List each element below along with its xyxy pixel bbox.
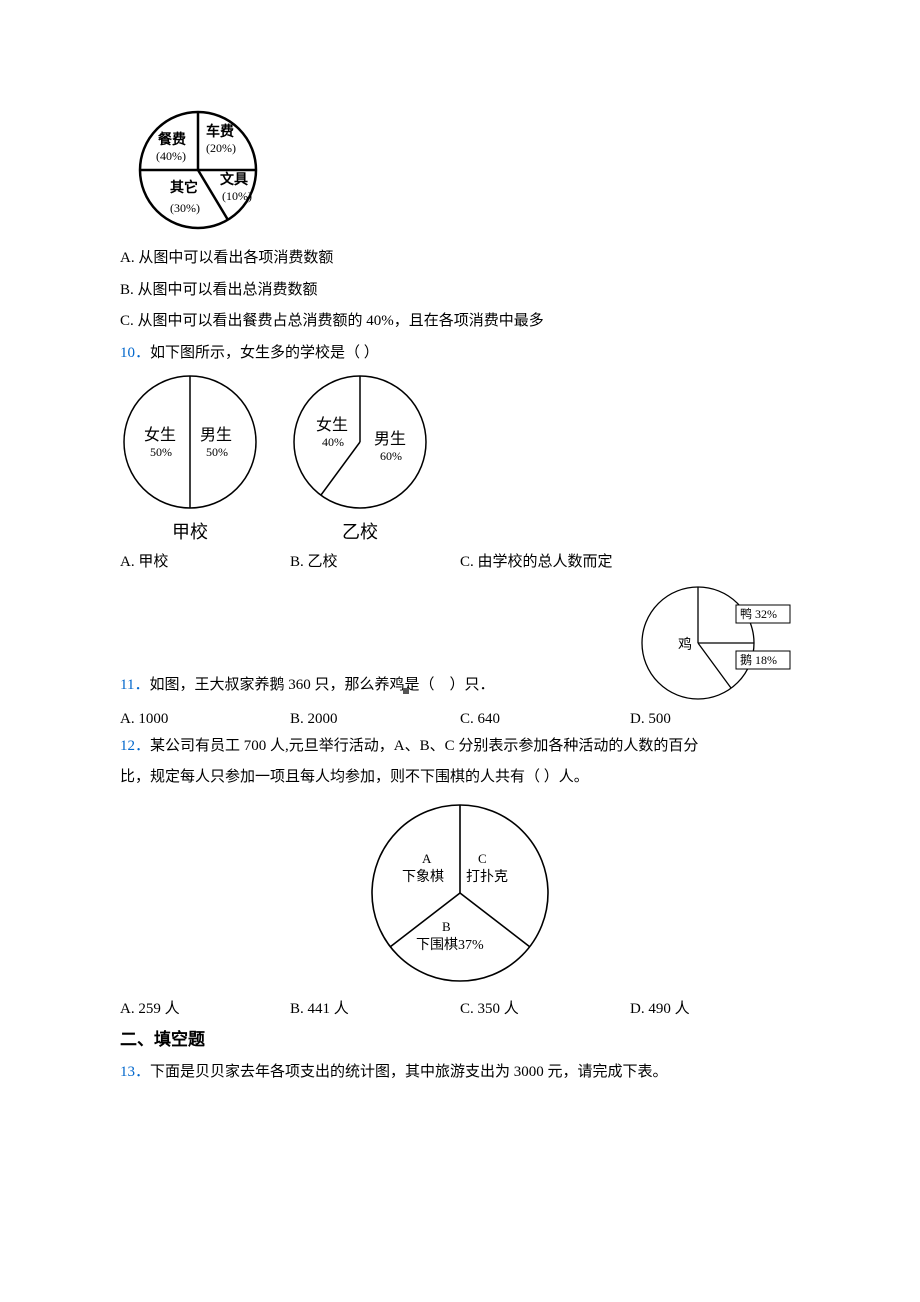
q11-chicken: 鸡 — [678, 636, 692, 653]
q10-jia-boy-pct: 50% — [206, 445, 228, 459]
q12-number: 12． — [120, 738, 150, 754]
q9-slice-canfei-pct: (40%) — [156, 149, 186, 163]
q10-yi-boy: 男生 — [374, 430, 406, 448]
q9-slice-qita: 其它 — [170, 179, 198, 196]
q12-option-c: C. 350 人 — [460, 997, 630, 1018]
q11-option-b: B. 2000 — [290, 711, 460, 728]
q10-pie-yi: 女生 40% 男生 60% — [290, 372, 430, 512]
q10-pie-jia: 女生 50% 男生 50% — [120, 372, 260, 512]
q11-option-d: D. 500 — [630, 711, 800, 728]
q13-stem-text: 下面是贝贝家去年各项支出的统计图，其中旅游支出为 3000 元，请完成下表。 — [150, 1064, 668, 1080]
q9-option-c: C. 从图中可以看出餐费占总消费额的 40%，且在各项消费中最多 — [120, 309, 800, 335]
section-2-title: 二、填空题 — [120, 1026, 800, 1055]
q12-a-label: 下象棋 — [402, 869, 444, 885]
q9-pie-chart: 餐费 (40%) 车费 (20%) 文具 (10%) 其它 (30%) — [120, 110, 290, 240]
q11-option-c: C. 640 — [460, 711, 630, 728]
q10-jia-girl: 女生 — [144, 425, 176, 444]
q10-caption-jia: 甲校 — [120, 518, 260, 544]
q11-option-a: A. 1000 — [120, 711, 290, 728]
q12-b-letter: B — [442, 919, 451, 934]
q9-slice-wenju: 文具 — [220, 171, 248, 188]
q10-jia-boy: 男生 — [200, 426, 232, 444]
q12-b-label: 下围棋37% — [416, 937, 484, 953]
q9-slice-canfei: 餐费 — [157, 131, 186, 148]
q9-slice-wenju-pct: (10%) — [222, 189, 252, 203]
q12-option-a: A. 259 人 — [120, 997, 290, 1018]
q10-yi-girl: 女生 — [316, 415, 348, 434]
q11-duck: 鸭 32% — [740, 607, 777, 621]
q10-option-b: B. 乙校 — [290, 550, 460, 571]
q10-number: 10． — [120, 345, 150, 361]
q9-slice-chefei-pct: (20%) — [206, 141, 236, 155]
page-center-marker — [403, 688, 409, 694]
q10-stem: 10．如下图所示，女生多的学校是（ ） — [120, 341, 800, 367]
q12-stem1-text: 某公司有员工 700 人,元旦举行活动，A、B、C 分别表示参加各种活动的人数的… — [150, 738, 698, 754]
q12-stem-line2: 比，规定每人只参加一项且每人均参加，则不下围棋的人共有（ ）人。 — [120, 765, 800, 791]
q13-number: 13． — [120, 1064, 150, 1080]
q10-option-a: A. 甲校 — [120, 550, 290, 571]
q12-c-label: 打扑克 — [466, 868, 508, 885]
q9-option-b: B. 从图中可以看出总消费数额 — [120, 278, 800, 304]
q11-goose: 鹅 18% — [740, 653, 777, 667]
q9-option-a: A. 从图中可以看出各项消费数额 — [120, 246, 800, 272]
q10-jia-girl-pct: 50% — [150, 445, 172, 459]
q10-option-c: C. 由学校的总人数而定 — [460, 550, 800, 571]
q10-yi-girl-pct: 40% — [322, 435, 344, 449]
q10-caption-yi: 乙校 — [290, 518, 430, 544]
q10-stem-text: 如下图所示，女生多的学校是（ ） — [150, 345, 379, 361]
q11-number: 11． — [120, 677, 149, 693]
q12-pie: A 下象棋 C 打扑克 B 下围棋37% — [360, 799, 560, 989]
q12-option-d: D. 490 人 — [630, 997, 800, 1018]
q12-option-b: B. 441 人 — [290, 997, 460, 1018]
q12-c-letter: C — [478, 851, 487, 866]
q9-slice-qita-pct: (30%) — [170, 201, 200, 215]
q12-stem-line1: 12．某公司有员工 700 人,元旦举行活动，A、B、C 分别表示参加各种活动的… — [120, 734, 800, 760]
q12-a-letter: A — [422, 851, 432, 866]
q10-yi-boy-pct: 60% — [380, 449, 402, 463]
q9-slice-chefei: 车费 — [206, 123, 234, 140]
q11-stem: 11．如图，王大叔家养鹅 360 只，那么养鸡是（ ）只． — [120, 673, 630, 699]
q11-stem-text: 如图，王大叔家养鹅 360 只，那么养鸡是（ ）只． — [149, 677, 494, 693]
q13-stem: 13．下面是贝贝家去年各项支出的统计图，其中旅游支出为 3000 元，请完成下表… — [120, 1060, 800, 1086]
q11-pie: 鸡 鸭 32% 鹅 18% — [640, 585, 800, 705]
